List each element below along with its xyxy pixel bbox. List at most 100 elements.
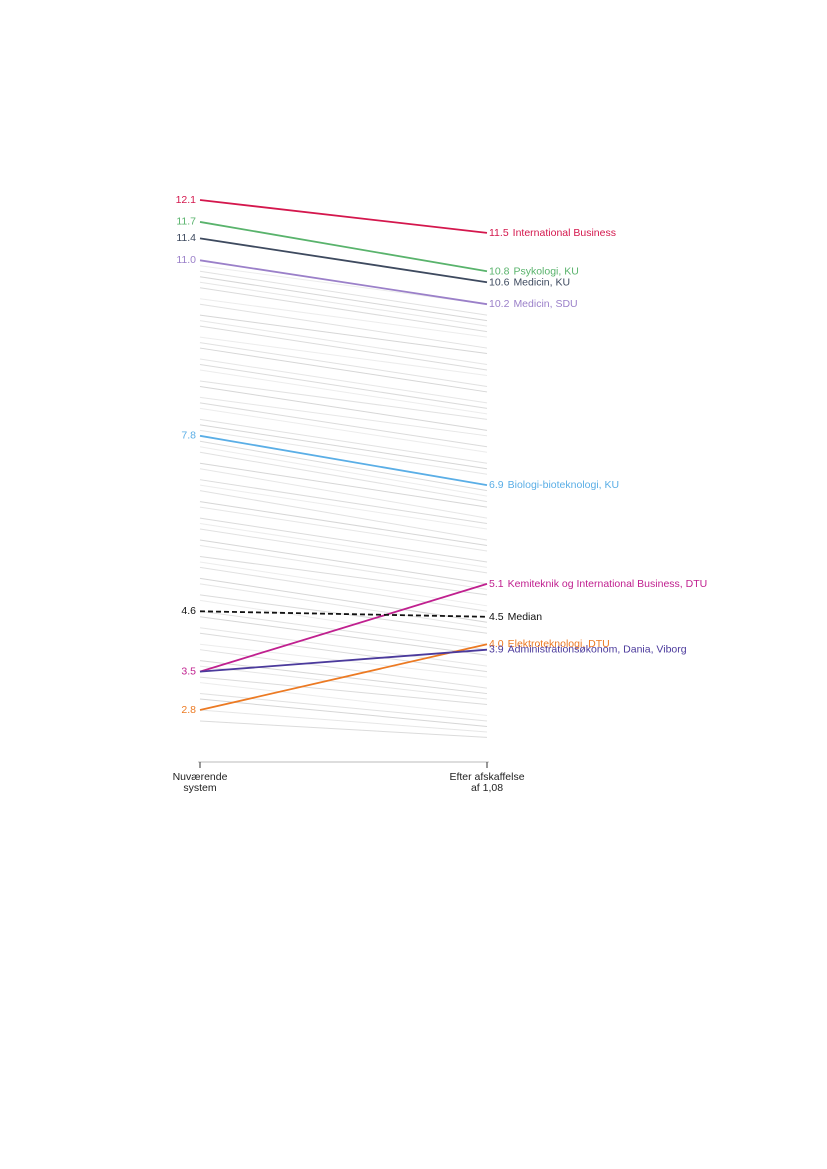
background-line xyxy=(199,462,488,508)
background-line xyxy=(199,577,488,623)
background-line xyxy=(199,385,488,431)
right-value-label: 5.1 xyxy=(489,578,504,590)
left-value-label: 4.6 xyxy=(181,605,196,617)
background-line xyxy=(199,402,488,448)
x-tick-label: Nuværende system xyxy=(173,771,228,794)
series-line xyxy=(199,237,488,284)
left-value-label: 7.8 xyxy=(181,430,196,442)
background-line xyxy=(199,583,488,629)
background-line xyxy=(199,314,488,355)
background-line xyxy=(199,369,488,415)
background-line xyxy=(199,380,488,420)
right-label: 10.8 Psykologi, KU xyxy=(489,265,579,277)
background-line xyxy=(199,506,488,552)
right-label: 10.2 Medicin, SDU xyxy=(489,298,578,310)
series-name: Medicin, KU xyxy=(513,276,570,288)
background-line xyxy=(199,446,488,497)
series-name: Median xyxy=(508,611,543,623)
series-line xyxy=(199,434,488,487)
background-line xyxy=(199,358,488,404)
background-line xyxy=(199,709,488,733)
right-label: 3.9 Administrationsøkonom, Dania, Viborg xyxy=(489,643,687,655)
series-line xyxy=(199,199,488,234)
background-line xyxy=(199,490,488,541)
left-value-label: 11.7 xyxy=(176,216,196,228)
background-line xyxy=(199,270,488,316)
background-line xyxy=(199,627,488,667)
background-line xyxy=(199,594,488,634)
background-line xyxy=(199,632,488,673)
series-line xyxy=(199,583,488,673)
background-line xyxy=(199,693,488,722)
x-tick-label-line: af 1,08 xyxy=(471,782,503,794)
right-value-label: 10.8 xyxy=(489,265,510,277)
background-line xyxy=(199,396,488,437)
background-line xyxy=(199,599,488,645)
background-line xyxy=(199,347,488,393)
right-label: 5.1 Kemiteknik og International Business,… xyxy=(489,578,707,590)
right-label: 4.0 Elektroteknologi, DTU xyxy=(489,638,610,650)
background-line xyxy=(199,440,488,492)
right-value-label: 6.9 xyxy=(489,479,504,491)
background-line xyxy=(199,287,488,333)
background-line xyxy=(199,566,488,612)
background-line xyxy=(199,468,488,519)
background-line xyxy=(199,484,488,530)
background-line xyxy=(199,555,488,596)
series-name: International Business xyxy=(513,227,616,239)
background-line xyxy=(199,544,488,590)
right-label: 4.5 Median xyxy=(489,611,542,623)
right-value-label: 4.0 xyxy=(489,638,504,650)
background-line xyxy=(199,298,488,338)
x-tick-label-line: system xyxy=(183,782,217,794)
background-line xyxy=(199,517,488,563)
background-line xyxy=(199,407,488,453)
background-line xyxy=(199,682,488,716)
right-label: 10.6 Medicin, KU xyxy=(489,276,570,288)
background-line xyxy=(199,276,488,322)
background-line xyxy=(199,720,488,738)
right-value-label: 11.5 xyxy=(489,227,509,239)
right-label: 11.5 International Business xyxy=(489,227,616,239)
right-value-label: 10.6 xyxy=(489,276,510,288)
background-line xyxy=(199,539,488,585)
background-line xyxy=(199,325,488,371)
background-line xyxy=(199,418,488,464)
x-tick-label-line: Efter afskaffelse xyxy=(449,771,524,783)
right-value-label: 3.9 xyxy=(489,643,504,655)
x-tick-label-line: Nuværende xyxy=(173,771,228,783)
background-line xyxy=(199,610,488,651)
left-value-label: 2.8 xyxy=(181,704,196,716)
background-line xyxy=(199,665,488,700)
left-value-label: 11.4 xyxy=(176,232,196,244)
background-line xyxy=(199,616,488,656)
background-line xyxy=(199,451,488,503)
right-label: 6.9 Biologi-bioteknologi, KU xyxy=(489,479,619,491)
right-value-label: 10.2 xyxy=(489,298,510,310)
x-tick-label: Efter afskaffelse af 1,08 xyxy=(449,771,524,794)
background-line xyxy=(199,424,488,470)
left-value-label: 12.1 xyxy=(176,194,197,206)
background-line xyxy=(199,501,488,546)
left-value-label: 3.5 xyxy=(181,665,196,677)
background-line xyxy=(199,336,488,376)
background-line xyxy=(199,265,488,305)
left-value-label: 11.0 xyxy=(176,254,196,266)
series-line xyxy=(199,259,488,306)
background-line xyxy=(199,676,488,706)
series-line xyxy=(199,648,488,673)
background-line xyxy=(199,342,488,387)
series-name: Kemiteknik og International Business, DT… xyxy=(508,578,708,590)
background-line xyxy=(199,561,488,607)
series-name: Psykologi, KU xyxy=(513,265,578,277)
background-line xyxy=(199,320,488,366)
series-line xyxy=(199,643,488,711)
series-line xyxy=(199,221,488,273)
background-line xyxy=(199,528,488,574)
background-line xyxy=(199,698,488,727)
series-name: Administrationsøkonom, Dania, Viborg xyxy=(508,643,687,655)
background-line xyxy=(199,429,488,475)
right-value-label: 4.5 xyxy=(489,611,504,623)
background-line xyxy=(199,364,488,409)
